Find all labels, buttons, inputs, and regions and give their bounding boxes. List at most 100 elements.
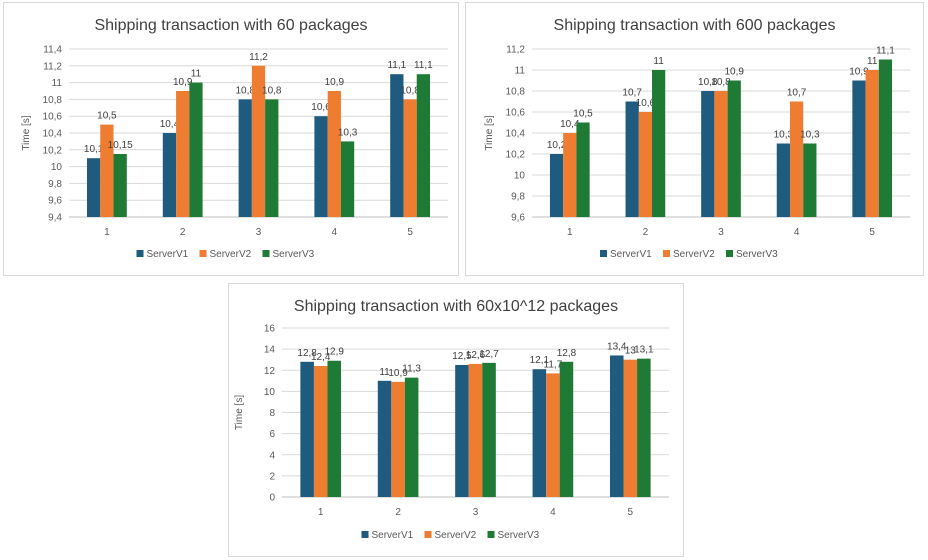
legend-swatch — [199, 250, 207, 257]
y-tick-label: 10 — [51, 162, 63, 173]
data-label: 10,8 — [698, 77, 718, 88]
bar-serverv3-4 — [803, 143, 817, 217]
bar-serverv3-5 — [416, 74, 430, 217]
legend-swatch — [600, 250, 607, 257]
bar-serverv2-5 — [623, 359, 638, 497]
data-label: 10,8 — [400, 85, 420, 96]
chart-1: Shipping transaction with 60 packages Tim… — [21, 17, 448, 260]
chart-title: Shipping transaction with 600 packages — [554, 17, 836, 34]
data-label: 10,9 — [173, 77, 193, 88]
y-axis-label: Time [s] — [234, 395, 245, 430]
bar-serverv3-3 — [265, 99, 279, 217]
bar-serverv1-3 — [238, 99, 252, 217]
legend-swatch — [726, 250, 733, 257]
chart-panel-60x10-12-packages: Shipping transaction with 60x10^12 packa… — [228, 283, 684, 557]
legend-item-serverv2: ServerV2 — [199, 249, 252, 260]
bar-serverv3-4 — [340, 141, 355, 217]
y-tick-label: 14 — [264, 345, 276, 356]
legend-label: ServerV2 — [435, 530, 477, 541]
y-tick-label: 2 — [269, 471, 275, 482]
data-label: 12,9 — [325, 347, 345, 358]
legend-item-serverv3: ServerV3 — [262, 249, 315, 260]
y-tick-label: 11,2 — [506, 45, 525, 56]
data-label: 11,2 — [249, 52, 268, 63]
data-label: 10,3 — [774, 130, 794, 141]
data-label: 13,4 — [607, 341, 627, 352]
x-tick-label: 1 — [318, 507, 324, 518]
legend-swatch — [136, 250, 144, 257]
bar-serverv2-2 — [391, 381, 405, 497]
data-label: 10,4 — [160, 119, 180, 130]
data-label: 13 — [625, 346, 637, 357]
data-label: 12,4 — [311, 352, 331, 363]
y-tick-label: 10 — [514, 171, 526, 182]
data-label: 10,8 — [711, 77, 731, 88]
bar-serverv2-1 — [313, 366, 328, 497]
x-tick-label: 2 — [643, 227, 649, 238]
y-tick-label: 11 — [515, 66, 526, 77]
chart-title: Shipping transaction with 60 packages — [94, 17, 367, 34]
chart-panel-600-packages: Shipping transaction with 600 packages Ti… — [465, 2, 924, 276]
bar-serverv1-2 — [377, 380, 392, 497]
legend-swatch — [424, 531, 432, 538]
data-label: 10,9 — [388, 368, 408, 379]
data-label: 12,8 — [557, 348, 577, 359]
x-tick-label: 2 — [395, 507, 401, 518]
data-label: 10,7 — [787, 88, 807, 99]
bar-serverv2-4 — [546, 373, 560, 497]
bar-serverv2-5 — [865, 70, 879, 217]
bar-serverv3-1 — [113, 154, 127, 217]
bar-serverv1-5 — [852, 80, 866, 217]
bar-serverv3-2 — [189, 82, 203, 217]
y-tick-label: 9,6 — [511, 213, 525, 224]
y-tick-label: 10,4 — [43, 129, 63, 140]
legend-item-serverv3: ServerV3 — [726, 249, 778, 260]
data-label: 12,1 — [530, 355, 550, 366]
data-label: 11,1 — [876, 46, 895, 57]
bar-serverv2-3 — [468, 363, 483, 497]
y-tick-label: 9,4 — [48, 213, 62, 224]
y-tick-label: 10,6 — [506, 108, 526, 119]
bar-serverv2-5 — [403, 99, 417, 217]
y-tick-label: 9,6 — [48, 196, 62, 207]
x-tick-label: 4 — [794, 227, 800, 238]
legend-item-serverv3: ServerV3 — [487, 530, 540, 541]
y-tick-label: 0 — [269, 493, 275, 504]
y-tick-label: 10,6 — [43, 112, 63, 123]
legend-item-serverv1: ServerV1 — [361, 530, 414, 541]
bar-serverv1-4 — [532, 369, 547, 497]
bar-serverv1-3 — [701, 91, 715, 217]
legend-item-serverv2: ServerV2 — [663, 249, 715, 260]
data-label: 13,1 — [634, 345, 654, 356]
x-tick-label: 1 — [104, 227, 110, 238]
legend-label: ServerV2 — [210, 249, 252, 260]
bar-serverv2-1 — [100, 124, 114, 217]
data-label: 12,6 — [466, 350, 486, 361]
data-label: 10,5 — [97, 111, 117, 122]
x-tick-label: 1 — [567, 227, 573, 238]
y-tick-label: 11 — [52, 78, 63, 89]
x-tick-label: 3 — [256, 227, 262, 238]
bar-serverv2-1 — [563, 133, 577, 217]
y-tick-label: 12 — [264, 366, 276, 377]
bar-serverv3-1 — [327, 360, 342, 497]
bar-serverv3-5 — [878, 59, 893, 217]
data-label: 10,9 — [849, 67, 869, 78]
legend-label: ServerV1 — [372, 530, 414, 541]
bar-serverv3-3 — [482, 362, 496, 497]
data-label: 10,7 — [622, 88, 642, 99]
bar-serverv3-2 — [652, 70, 666, 217]
y-tick-label: 6 — [269, 429, 275, 440]
y-tick-label: 10 — [264, 387, 276, 398]
legend-label: ServerV3 — [736, 249, 778, 260]
y-tick-label: 10,4 — [506, 129, 526, 140]
x-tick-label: 5 — [407, 227, 413, 238]
bar-serverv2-3 — [251, 65, 266, 217]
data-label: 10,9 — [724, 67, 744, 78]
data-label: 11 — [379, 367, 390, 378]
bar-serverv1-1 — [87, 158, 101, 217]
legend-item-serverv2: ServerV2 — [424, 530, 477, 541]
bar-serverv3-4 — [559, 361, 574, 497]
data-label: 11 — [653, 56, 664, 67]
x-tick-label: 4 — [332, 227, 338, 238]
